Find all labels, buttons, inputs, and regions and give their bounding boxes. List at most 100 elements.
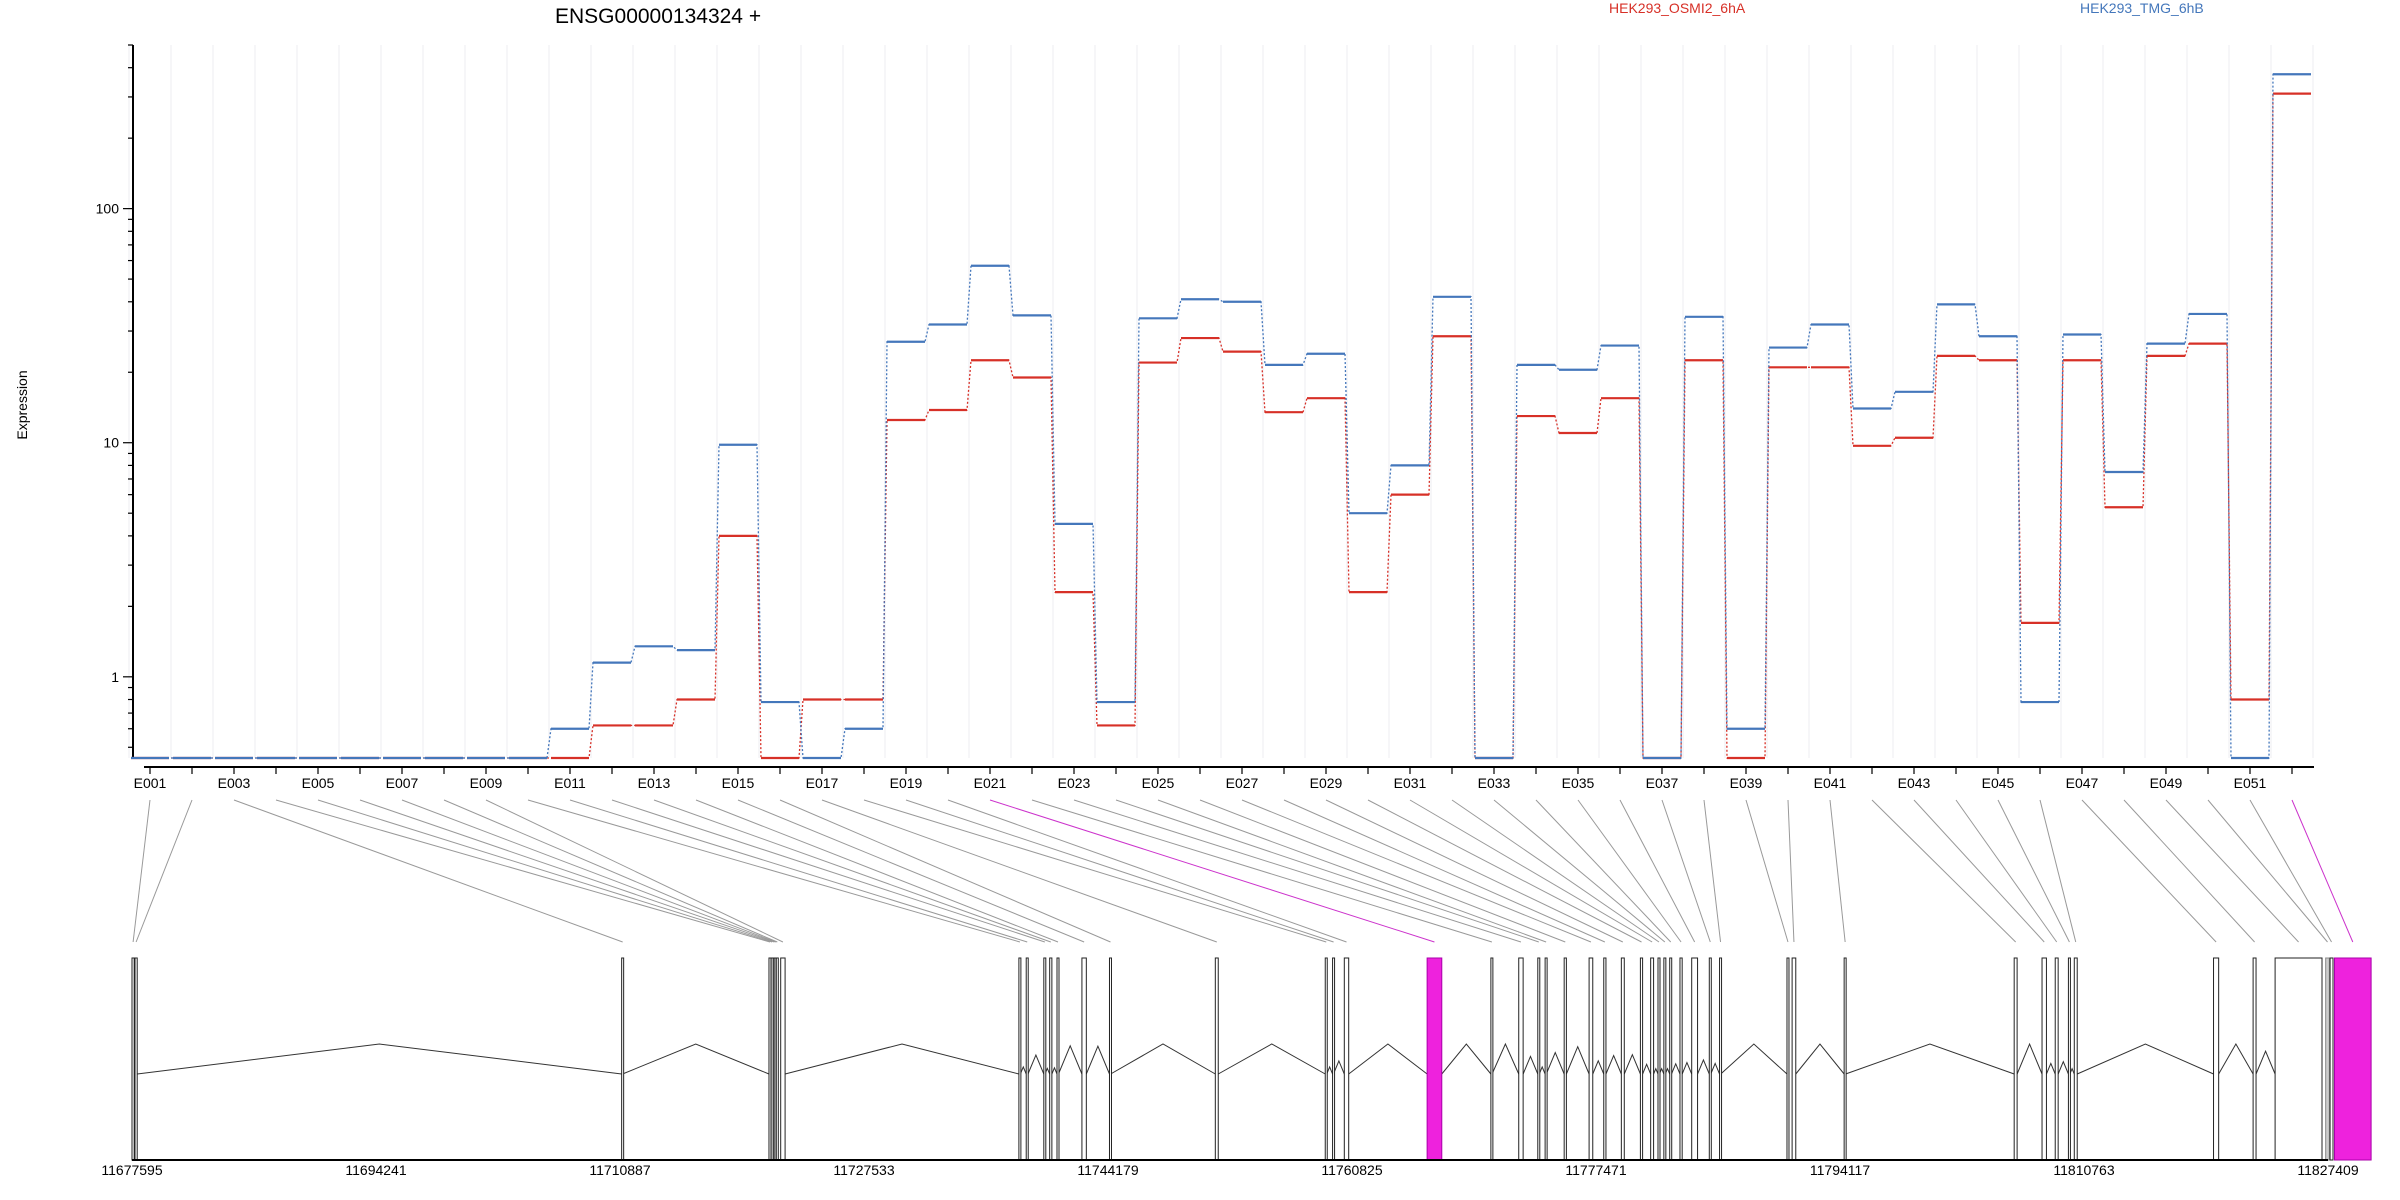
intron-line bbox=[1697, 1058, 1710, 1075]
x-tick-label: E027 bbox=[1226, 775, 1259, 791]
exon-connector bbox=[2207, 799, 2328, 943]
exon-box bbox=[1657, 957, 1661, 1161]
exon-box bbox=[1544, 957, 1548, 1161]
x-tick-label: E003 bbox=[218, 775, 251, 791]
exon-connectors bbox=[132, 799, 2354, 943]
exon-box bbox=[2325, 957, 2330, 1161]
x-tick-label: E031 bbox=[1394, 775, 1427, 791]
exon-box bbox=[1679, 957, 1683, 1161]
exon-connector bbox=[2081, 799, 2217, 943]
exon-connector bbox=[1955, 799, 2058, 943]
exon-box bbox=[1639, 957, 1644, 1161]
exon-connector bbox=[1367, 799, 1642, 943]
exon-box bbox=[1490, 957, 1494, 1161]
exon-box bbox=[134, 957, 138, 1161]
intron-line bbox=[1710, 1062, 1721, 1075]
exon-connector bbox=[485, 799, 784, 943]
x-tick-label: E049 bbox=[2150, 775, 2183, 791]
exon-connector bbox=[132, 799, 151, 943]
x-tick-label: E023 bbox=[1058, 775, 1091, 791]
exon-box bbox=[1537, 957, 1541, 1161]
exon-connector bbox=[821, 799, 1217, 943]
genome-coordinate-label: 11810763 bbox=[2053, 1162, 2114, 1178]
exon-connector bbox=[1409, 799, 1653, 943]
exon-box bbox=[1518, 957, 1524, 1161]
x-tick-label: E007 bbox=[386, 775, 419, 791]
exon-connector bbox=[905, 799, 1334, 943]
gene-model: 11677595 11694241 11710887 11727533 11744179… bbox=[101, 957, 2372, 1178]
intron-line bbox=[2016, 1042, 2043, 1075]
exon-connector bbox=[1199, 799, 1566, 943]
exon-box bbox=[1843, 957, 1847, 1161]
intron-line bbox=[1027, 1053, 1045, 1075]
axes: 1 10 100 E001 E003 E005 E007 E009 E011 E013 E015 E0… bbox=[96, 44, 2314, 791]
exon-box bbox=[1663, 957, 1667, 1161]
genome-coordinate-label: 11727533 bbox=[833, 1162, 894, 1178]
exon-box bbox=[1324, 957, 1328, 1161]
exon-connector bbox=[1073, 799, 1522, 943]
intron-line bbox=[1623, 1053, 1641, 1075]
x-tick-label: E043 bbox=[1898, 775, 1931, 791]
exon-connector bbox=[275, 799, 771, 943]
exon-connector bbox=[443, 799, 778, 943]
y-axis-label: Expression bbox=[14, 370, 30, 439]
series-connector bbox=[131, 73, 2311, 759]
x-tick-label: E009 bbox=[470, 775, 503, 791]
intron-line bbox=[1348, 1043, 1428, 1075]
exon-connector bbox=[359, 799, 775, 943]
intron-line bbox=[1592, 1059, 1605, 1075]
exon-connector bbox=[1577, 799, 1682, 943]
intron-line bbox=[1058, 1044, 1083, 1075]
exon-box bbox=[2213, 957, 2220, 1161]
exon-connector bbox=[1703, 799, 1722, 943]
exon-connector bbox=[2249, 799, 2332, 943]
intron-line bbox=[1681, 1061, 1693, 1075]
exon-connector bbox=[1997, 799, 2070, 943]
x-tick-label: E047 bbox=[2066, 775, 2099, 791]
exon-connector bbox=[947, 799, 1347, 943]
exon-connector bbox=[2123, 799, 2255, 943]
exon-connector bbox=[1493, 799, 1666, 943]
exon-connector bbox=[1115, 799, 1539, 943]
exon-connector bbox=[1535, 799, 1672, 943]
x-tick-label: E011 bbox=[554, 775, 586, 791]
exon-connector bbox=[401, 799, 777, 943]
intron-line bbox=[1605, 1054, 1622, 1075]
x-tick-label: E037 bbox=[1646, 775, 1679, 791]
exon-connector bbox=[779, 799, 1111, 943]
intron-line bbox=[137, 1043, 622, 1075]
x-tick-label: E021 bbox=[974, 775, 1007, 791]
intron-line bbox=[1653, 1067, 1659, 1075]
exon-box bbox=[2054, 957, 2059, 1161]
exon-connector bbox=[2291, 799, 2354, 943]
intron-line bbox=[2077, 1043, 2214, 1075]
exon-box bbox=[2013, 957, 2018, 1161]
legend-series-a: HEK293_OSMI2_6hA bbox=[1609, 0, 1746, 16]
genome-coordinate-label: 11744179 bbox=[1077, 1162, 1138, 1178]
intron-line bbox=[2218, 1042, 2254, 1075]
exon-box bbox=[1049, 957, 1053, 1161]
exon-box bbox=[1426, 957, 1443, 1161]
genome-coordinate-label: 11794117 bbox=[1810, 1162, 1870, 1178]
exon-box bbox=[1669, 957, 1673, 1161]
exon-box bbox=[2329, 957, 2334, 1161]
chart-title: ENSG00000134324 + bbox=[555, 5, 761, 28]
exon-connector bbox=[1031, 799, 1493, 943]
exon-connector bbox=[863, 799, 1327, 943]
exon-connector bbox=[1829, 799, 1846, 943]
exon-box bbox=[1214, 957, 1219, 1161]
intron-line bbox=[1671, 1062, 1681, 1075]
exon-connector bbox=[737, 799, 1085, 943]
exon-box bbox=[1343, 957, 1350, 1161]
genome-coordinate-label: 11677595 bbox=[101, 1162, 162, 1178]
exon-box bbox=[1691, 957, 1699, 1161]
x-tick-label: E045 bbox=[1982, 775, 2015, 791]
intron-line bbox=[2255, 1049, 2276, 1075]
x-tick-label: E051 bbox=[2234, 775, 2267, 791]
exon-box bbox=[1786, 957, 1790, 1161]
intron-line bbox=[622, 1043, 770, 1075]
intron-line bbox=[1565, 1045, 1590, 1075]
genome-coordinate-label: 11827409 bbox=[2297, 1162, 2358, 1178]
series-b-line bbox=[131, 73, 2311, 760]
exon-connector bbox=[135, 799, 193, 943]
